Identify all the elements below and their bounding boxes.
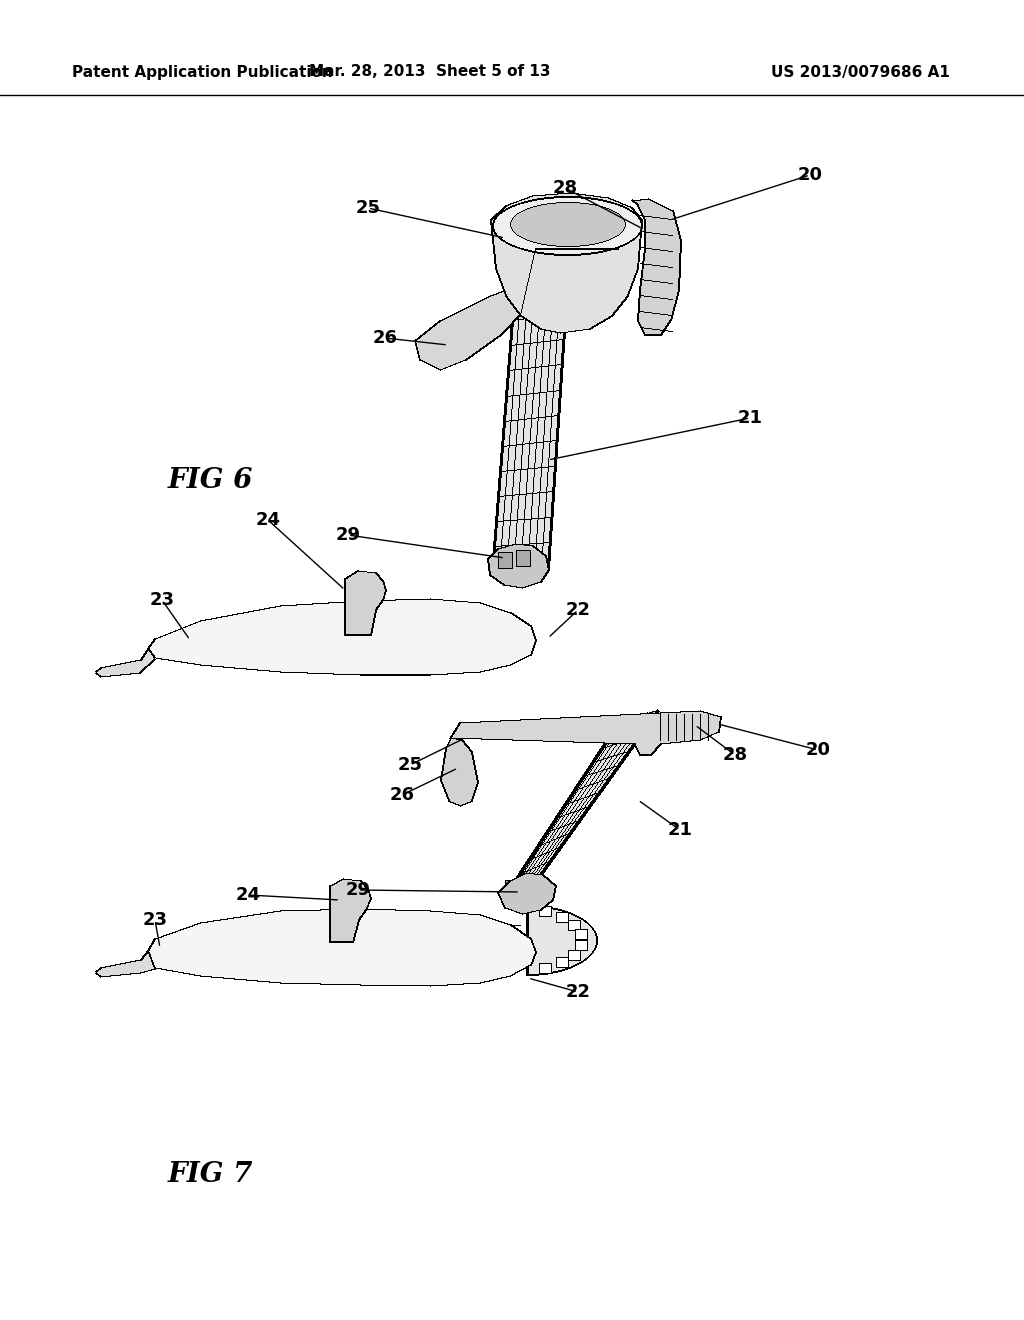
Text: 23: 23 bbox=[150, 591, 174, 609]
Text: FIG 7: FIG 7 bbox=[168, 1162, 253, 1188]
Text: FIG 6: FIG 6 bbox=[168, 466, 253, 494]
Text: 28: 28 bbox=[552, 180, 578, 197]
Text: 26: 26 bbox=[373, 329, 397, 347]
Text: 29: 29 bbox=[336, 525, 360, 544]
Text: 20: 20 bbox=[798, 166, 822, 183]
Text: 23: 23 bbox=[142, 911, 168, 929]
Text: 20: 20 bbox=[806, 741, 830, 759]
Text: 26: 26 bbox=[389, 785, 415, 804]
Text: US 2013/0079686 A1: US 2013/0079686 A1 bbox=[771, 65, 950, 79]
Text: 21: 21 bbox=[737, 409, 763, 426]
Text: 22: 22 bbox=[565, 983, 591, 1001]
Text: 25: 25 bbox=[397, 756, 423, 774]
Text: 28: 28 bbox=[723, 746, 748, 764]
Text: 25: 25 bbox=[355, 199, 381, 216]
Text: 24: 24 bbox=[236, 886, 260, 904]
Text: 29: 29 bbox=[345, 880, 371, 899]
Text: Mar. 28, 2013  Sheet 5 of 13: Mar. 28, 2013 Sheet 5 of 13 bbox=[309, 65, 551, 79]
Text: 22: 22 bbox=[565, 601, 591, 619]
Text: 24: 24 bbox=[256, 511, 281, 529]
Text: Patent Application Publication: Patent Application Publication bbox=[72, 65, 333, 79]
Text: 21: 21 bbox=[668, 821, 692, 840]
